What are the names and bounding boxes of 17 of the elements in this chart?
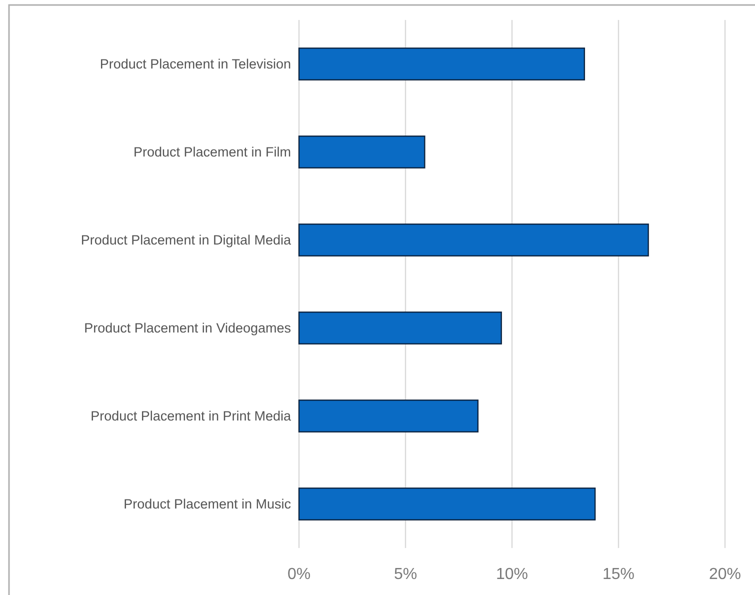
bar <box>298 312 502 344</box>
bar <box>298 48 586 80</box>
x-tick-label: 20% <box>708 566 742 583</box>
x-tick-label: 0% <box>287 566 311 583</box>
y-tick-label: Product Placement in Film <box>133 144 291 160</box>
bar <box>298 400 479 432</box>
y-tick-label: Product Placement in Print Media <box>90 408 292 424</box>
y-tick-label: Product Placement in Videogames <box>84 320 292 336</box>
bar <box>298 136 426 168</box>
y-tick-label: Product Placement in Digital Media <box>80 232 292 248</box>
bar <box>298 224 649 256</box>
x-tick-label: 10% <box>496 566 528 583</box>
y-tick-label: Product Placement in Music <box>124 496 292 512</box>
bar <box>298 488 596 520</box>
x-tick-label: 15% <box>602 566 635 583</box>
y-tick-label: Product Placement in Television <box>100 56 291 72</box>
x-tick-label: 5% <box>394 566 418 583</box>
